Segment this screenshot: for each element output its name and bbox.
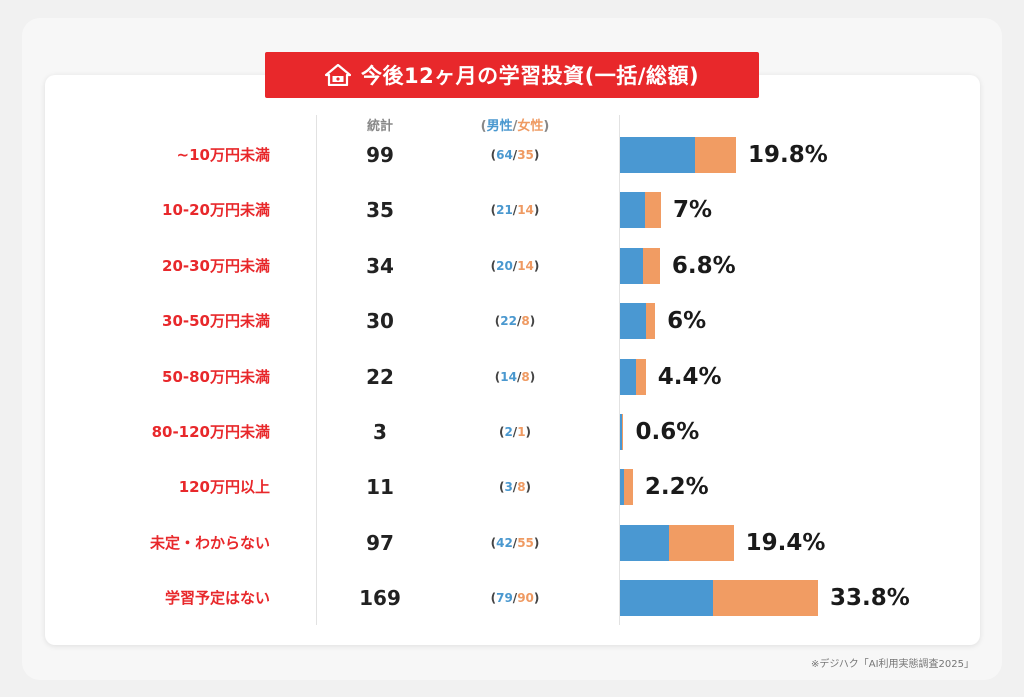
source-note: ※デジハク「AI利用実態調査2025」 xyxy=(810,659,974,670)
chart-row: 10-20万円未満 35 (21/14) 7% xyxy=(0,192,1024,229)
percent-label: 4.4% xyxy=(657,363,722,390)
category-label: ~10万円未満 xyxy=(176,146,270,164)
total-value: 99 xyxy=(366,143,394,167)
percent-label: 19.4% xyxy=(745,529,826,556)
total-value: 30 xyxy=(366,309,394,334)
female-count: 8 xyxy=(521,314,530,329)
bar-segment-female xyxy=(694,137,736,173)
female-count: 90 xyxy=(517,591,534,606)
gender-breakdown: (21/14) xyxy=(490,203,540,218)
chart-row: ~10万円未満 99 (64/35) 19.8% xyxy=(0,137,1024,173)
total-value: 11 xyxy=(366,475,394,500)
male-count: 2 xyxy=(504,425,513,439)
chart-row: 80-120万円未満 3 (2/1) 0.6% xyxy=(0,414,1024,450)
bar-segment-female xyxy=(622,414,624,450)
category-label: 未定・わからない xyxy=(149,533,270,552)
bar-segment-male xyxy=(620,247,644,284)
gender-breakdown: (3/8) xyxy=(498,480,532,495)
male-count: 22 xyxy=(500,314,517,329)
header-gender: (男性/女性) xyxy=(480,119,550,134)
male-count: 79 xyxy=(496,591,513,606)
category-label: 10-20万円未満 xyxy=(162,201,270,220)
category-label: 120万円以上 xyxy=(178,478,270,497)
gender-breakdown: (20/14) xyxy=(490,258,540,273)
female-count: 8 xyxy=(517,480,526,495)
chart-card xyxy=(45,75,980,645)
chart-row: 50-80万円未満 22 (14/8) 4.4% xyxy=(0,358,1024,395)
male-count: 3 xyxy=(504,480,513,495)
chart-row: 30-50万円未満 30 (22/8) 6% xyxy=(0,303,1024,340)
male-count: 20 xyxy=(496,258,513,273)
bar-segment-female xyxy=(645,303,656,340)
bar-segment-male xyxy=(620,469,624,506)
bar-segment-female xyxy=(643,247,660,284)
percent-label: 6.8% xyxy=(671,252,736,279)
bar-segment-male xyxy=(620,524,670,561)
bar-segment-female xyxy=(644,192,661,229)
total-value: 35 xyxy=(366,198,394,223)
gender-breakdown: (14/8) xyxy=(494,369,536,384)
total-value: 34 xyxy=(366,253,394,278)
percent-label: 7% xyxy=(673,197,713,224)
category-label: 50-80万円未満 xyxy=(162,367,270,386)
gender-breakdown: (2/1) xyxy=(498,425,532,439)
female-count: 35 xyxy=(517,148,534,162)
percent-label: 0.6% xyxy=(635,419,700,445)
bar-segment-female xyxy=(669,524,734,561)
divider-right xyxy=(619,115,620,625)
total-value: 3 xyxy=(373,420,387,444)
male-count: 42 xyxy=(496,535,513,550)
category-label: 20-30万円未満 xyxy=(162,256,270,275)
female-count: 14 xyxy=(517,203,534,218)
chart-row: 120万円以上 11 (3/8) 2.2% xyxy=(0,469,1024,506)
bar-segment-male xyxy=(620,137,695,173)
bar-segment-female xyxy=(636,358,646,395)
female-count: 55 xyxy=(517,535,534,550)
divider-left xyxy=(316,115,317,625)
bar-segment-male xyxy=(620,414,623,450)
chart-row: 未定・わからない 97 (42/55) 19.4% xyxy=(0,524,1024,561)
chart-row: 20-30万円未満 34 (20/14) 6.8% xyxy=(0,247,1024,284)
total-value: 22 xyxy=(366,364,394,389)
bar-segment-male xyxy=(620,303,646,340)
gender-breakdown: (79/90) xyxy=(490,591,540,606)
female-count: 1 xyxy=(517,425,526,439)
percent-label: 6% xyxy=(667,308,707,335)
female-count: 14 xyxy=(517,258,534,273)
header-total: 統計 xyxy=(366,119,393,134)
percent-label: 19.8% xyxy=(747,142,828,168)
bar-segment-male xyxy=(620,192,645,229)
bar-segment-male xyxy=(620,580,713,617)
male-count: 21 xyxy=(496,203,513,218)
money-house-icon xyxy=(324,64,351,86)
bar-segment-male xyxy=(620,358,637,395)
gender-breakdown: (22/8) xyxy=(494,314,536,329)
gender-breakdown: (64/35) xyxy=(490,148,540,162)
chart-title: 今後12ヶ月の学習投資(一括/総額) xyxy=(360,64,700,88)
category-label: 30-50万円未満 xyxy=(162,312,270,331)
female-count: 8 xyxy=(521,369,530,384)
male-count: 14 xyxy=(500,369,517,384)
bar-segment-female xyxy=(712,580,818,617)
percent-label: 2.2% xyxy=(644,474,709,501)
gender-breakdown: (42/55) xyxy=(490,535,540,550)
category-label: 80-120万円未満 xyxy=(151,423,270,441)
percent-label: 33.8% xyxy=(830,585,910,612)
chart-row: 学習予定はない 169 (79/90) 33.8% xyxy=(0,580,1024,617)
male-count: 64 xyxy=(496,148,513,162)
category-label: 学習予定はない xyxy=(164,589,270,608)
total-value: 169 xyxy=(359,586,401,611)
bar-segment-female xyxy=(623,469,633,506)
title-banner: 今後12ヶ月の学習投資(一括/総額) xyxy=(265,52,759,98)
total-value: 97 xyxy=(366,530,394,555)
